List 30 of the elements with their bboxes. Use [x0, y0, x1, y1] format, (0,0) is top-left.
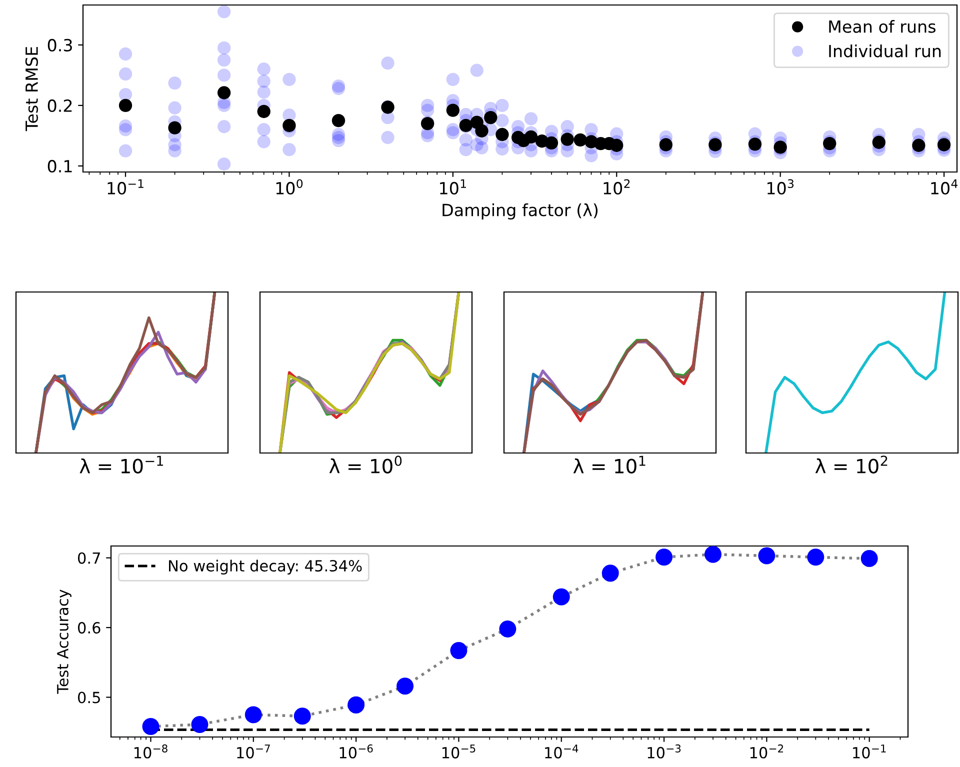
- x-tick-label: 10$^{3}$: [767, 179, 794, 194]
- y-axis-title: Test Accuracy: [57, 590, 72, 694]
- x-tick-label: 10$^{−6}$: [340, 744, 373, 758]
- y-axis-title: Test RMSE: [25, 46, 38, 132]
- x-tick-label: 10$^{2}$: [604, 179, 630, 194]
- y-tick-label: 0.2: [48, 99, 72, 112]
- x-tick-label: 10$^{−1}$: [853, 744, 886, 758]
- x-axis-title: λ = 10$^{0}$: [329, 456, 402, 474]
- x-tick-label: 10$^{0}$: [276, 179, 303, 194]
- x-tick-label: 10$^{−5}$: [442, 744, 476, 758]
- x-tick-label: 10$^{−7}$: [237, 744, 270, 758]
- x-tick-label: 10$^{−1}$: [108, 179, 144, 195]
- legend-label: Mean of runs: [829, 20, 936, 33]
- x-axis-title: Damping factor (λ): [442, 203, 598, 220]
- legend-label: Individual run: [829, 44, 941, 58]
- x-axis-title: λ = 10$^{1}$: [573, 456, 646, 474]
- x-tick-label: 10$^{−3}$: [648, 744, 681, 758]
- x-tick-label: 10$^{−4}$: [545, 744, 578, 758]
- y-tick-label: 0.5: [78, 692, 100, 704]
- x-axis-title: λ = 10$^{2}$: [815, 456, 888, 474]
- x-tick-label: 10$^{−8}$: [134, 744, 168, 758]
- y-tick-label: 0.1: [48, 160, 72, 173]
- x-tick-label: 10$^{4}$: [931, 179, 958, 195]
- x-axis-title: λ = 10$^{−1}$: [80, 456, 164, 474]
- x-tick-label: 10$^{−2}$: [750, 744, 784, 758]
- legend-label: No weight decay: 45.34%: [169, 560, 362, 575]
- y-tick-label: 0.3: [48, 38, 72, 52]
- y-tick-label: 0.7: [78, 552, 100, 564]
- x-tick-label: 10$^{1}$: [440, 179, 466, 195]
- y-tick-label: 0.6: [78, 622, 100, 634]
